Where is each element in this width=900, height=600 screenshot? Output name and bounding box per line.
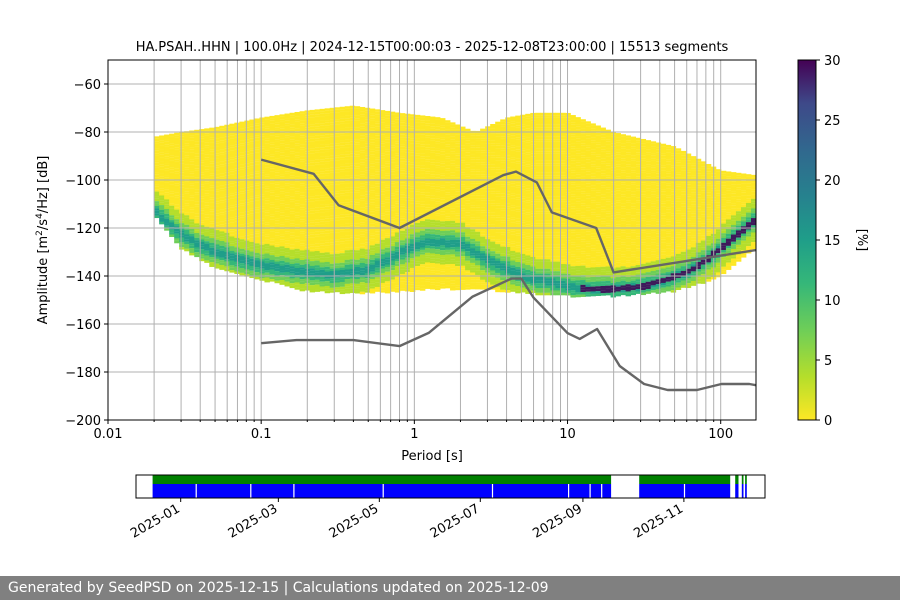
colorbar-ticks: 0 5 10 15 20 25 30 [816, 54, 841, 429]
colorbar-tick-label: 10 [824, 294, 841, 309]
timeline-tick-label: 2025-09 [530, 501, 585, 541]
availability-span [735, 484, 739, 498]
x-axis-ticks: 0.01 0.1 1 10 100 [94, 420, 733, 442]
timeline-frame [135, 474, 766, 499]
y-tick-label: −100 [65, 174, 101, 189]
timeline-tick-label: 2025-03 [226, 501, 281, 541]
x-tick-label: 1 [410, 427, 418, 442]
timeline-ticks: 2025-01 2025-03 2025-05 2025-07 2025-09 2025-… [128, 498, 686, 542]
availability-span [745, 484, 747, 498]
availability-span [741, 484, 744, 498]
y-tick-label: −160 [65, 318, 101, 333]
noise-model-lines [260, 158, 756, 392]
noise-model-nhnm [260, 158, 756, 274]
y-tick-label: −60 [74, 78, 101, 93]
grid-lines [107, 60, 756, 421]
timeline-tick-label: 2025-11 [631, 501, 686, 541]
psd-heatmap [154, 105, 756, 298]
colorbar-tick-label: 20 [824, 174, 841, 189]
colorbar-tick-label: 25 [824, 114, 841, 129]
y-tick-label: −140 [65, 270, 101, 285]
colorbar-label: [%] [854, 229, 869, 252]
timeline-tick-label: 2025-07 [428, 501, 483, 541]
chart-title: HA.PSAH..HHN | 100.0Hz | 2024-12-15T00:0… [136, 40, 729, 55]
y-tick-label: −200 [65, 414, 101, 429]
footer-text: Generated by SeedPSD on 2025-12-15 | Cal… [8, 580, 549, 596]
y-axis-label: Amplitude [m2/s4/Hz] [dB] [35, 156, 51, 325]
y-axis-ticks: −200 −180 −160 −140 −120 −100 −80 −60 [65, 78, 108, 429]
availability-span [639, 475, 731, 484]
footer-bar: Generated by SeedPSD on 2025-12-15 | Cal… [0, 576, 900, 600]
y-tick-label: −80 [74, 126, 101, 141]
timeline-tick-label: 2025-05 [327, 501, 382, 541]
colorbar-tick-label: 15 [824, 234, 841, 249]
x-tick-label: 0.01 [94, 427, 123, 442]
colorbar-tick-label: 5 [824, 354, 832, 369]
availability-span [741, 475, 744, 484]
x-tick-label: 100 [708, 427, 733, 442]
availability-span [152, 484, 612, 498]
availability-span [152, 475, 612, 484]
noise-model-nlnm [261, 277, 756, 392]
plot-frame [107, 59, 757, 421]
timeline-tick-label: 2025-01 [128, 501, 183, 541]
data-availability-timeline [152, 475, 747, 498]
availability-span [745, 475, 747, 484]
availability-span [735, 475, 739, 484]
x-axis-label: Period [s] [401, 449, 463, 464]
y-tick-label: −180 [65, 366, 101, 381]
colorbar [797, 59, 817, 421]
colorbar-tick-label: 0 [824, 414, 832, 429]
colorbar-tick-label: 30 [824, 54, 841, 69]
x-tick-label: 10 [559, 427, 576, 442]
y-tick-label: −120 [65, 222, 101, 237]
x-tick-label: 0.1 [251, 427, 272, 442]
